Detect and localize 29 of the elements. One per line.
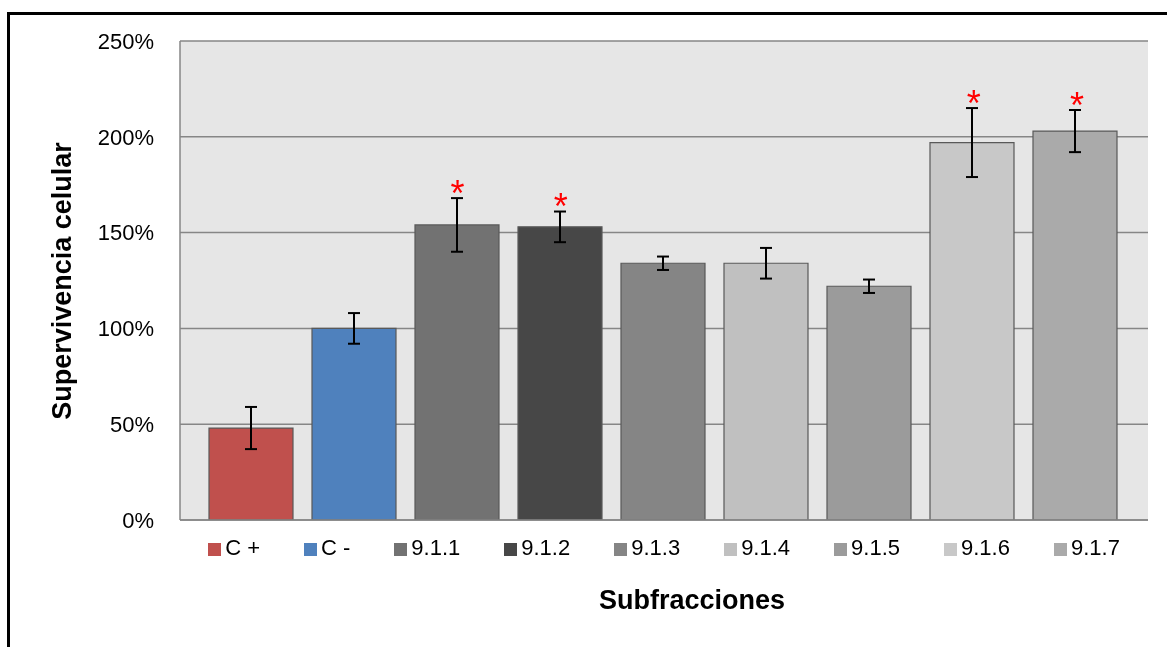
legend-label: 9.1.5 — [851, 535, 900, 560]
legend-label: 9.1.4 — [741, 535, 791, 560]
annotation: * — [966, 82, 981, 124]
legend-label: 9.1.6 — [961, 535, 1010, 560]
y-tick-label: 50% — [109, 412, 154, 438]
bar — [929, 141, 1015, 520]
legend-label: C - — [320, 535, 351, 560]
y-tick-label: 0% — [122, 507, 154, 533]
bar — [826, 285, 912, 520]
bar — [311, 327, 397, 520]
bar — [208, 427, 294, 520]
bar — [1032, 130, 1118, 520]
legend-label: 9.1.3 — [631, 535, 681, 560]
bar — [414, 224, 500, 520]
legend-label: 9.1.1 — [411, 535, 461, 560]
y-tick-label: 250% — [97, 28, 154, 54]
x-axis-title: Subfracciones — [598, 584, 786, 616]
bar — [723, 262, 809, 520]
legend-label: 9.1.2 — [521, 535, 571, 560]
y-tick-label: 100% — [97, 316, 154, 342]
y-axis-title: Supervivencia celular — [46, 141, 78, 420]
y-tick-label: 150% — [97, 220, 154, 246]
annotation: * — [450, 172, 465, 214]
bar — [517, 226, 603, 520]
annotation: * — [553, 186, 568, 228]
annotation: * — [1069, 84, 1084, 126]
legend-label: 9.1.7 — [1070, 535, 1120, 560]
legend-label: C + — [225, 535, 260, 560]
y-tick-label: 200% — [97, 124, 154, 150]
